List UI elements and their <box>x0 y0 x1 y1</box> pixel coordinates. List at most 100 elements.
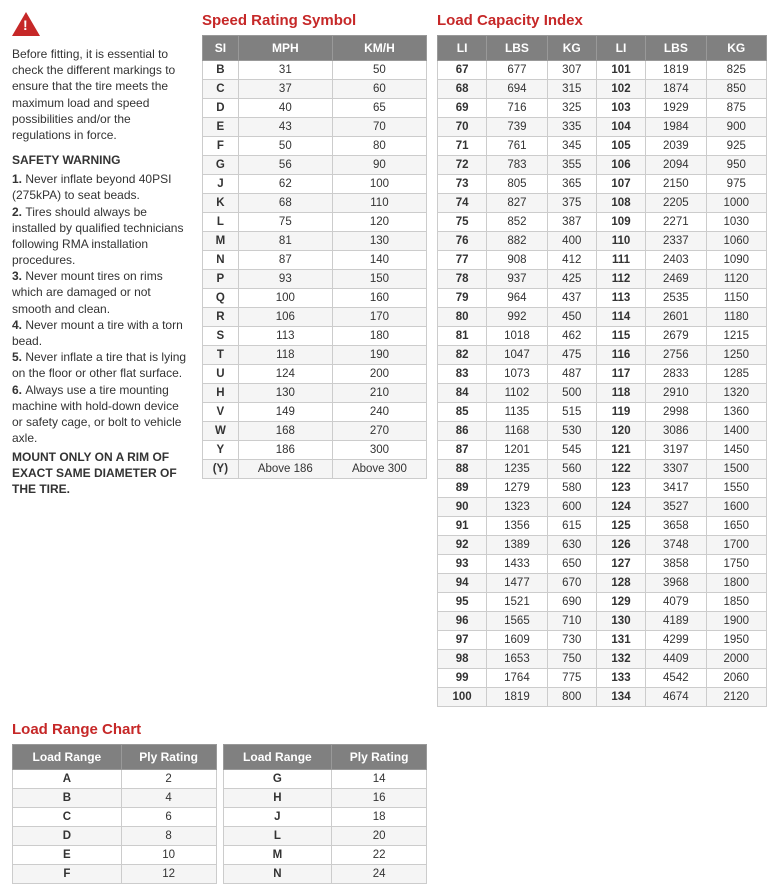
cell: H <box>203 384 239 403</box>
cell: 2205 <box>646 194 706 213</box>
cell: 89 <box>438 479 487 498</box>
cell: 1950 <box>706 631 766 650</box>
cell: 106 <box>238 308 332 327</box>
cell: 1030 <box>706 213 766 232</box>
cell: 1360 <box>706 403 766 422</box>
table-row: 83107348711728331285 <box>438 365 767 384</box>
cell: 94 <box>438 574 487 593</box>
cell: 425 <box>547 270 596 289</box>
cell: 875 <box>706 99 766 118</box>
cell: 130 <box>238 384 332 403</box>
table-row: 707393351041984900 <box>438 118 767 137</box>
cell: 74 <box>438 194 487 213</box>
cell: 14 <box>332 770 427 789</box>
cell: 775 <box>547 669 596 688</box>
cell: 124 <box>596 498 645 517</box>
cell: 335 <box>547 118 596 137</box>
cell: 1389 <box>487 536 547 555</box>
table-row: C6 <box>13 808 217 827</box>
table-row: 84110250011829101320 <box>438 384 767 403</box>
cell: 68 <box>238 194 332 213</box>
table-row: L20 <box>223 827 427 846</box>
cell: 107 <box>596 175 645 194</box>
cell: 81 <box>238 232 332 251</box>
table-row: 98165375013244092000 <box>438 650 767 669</box>
cell: 600 <box>547 498 596 517</box>
cell: 77 <box>438 251 487 270</box>
load-index-title: Load Capacity Index <box>437 12 767 29</box>
table-row: A2 <box>13 770 217 789</box>
cell: 90 <box>332 156 426 175</box>
cell: 850 <box>706 80 766 99</box>
cell: Q <box>203 289 239 308</box>
table-row: 686943151021874850 <box>438 80 767 99</box>
table-row: Y186300 <box>203 441 427 460</box>
cell: 4674 <box>646 688 706 707</box>
table-row: 96156571013041891900 <box>438 612 767 631</box>
table-row: 727833551062094950 <box>438 156 767 175</box>
cell: A <box>13 770 122 789</box>
intro-text: Before fitting, it is essential to check… <box>12 46 192 143</box>
cell: 2060 <box>706 669 766 688</box>
cell: 100 <box>438 688 487 707</box>
cell: 118 <box>596 384 645 403</box>
table-row: S113180 <box>203 327 427 346</box>
cell: 307 <box>547 61 596 80</box>
cell: 200 <box>332 365 426 384</box>
cell: 60 <box>332 80 426 99</box>
cell: F <box>203 137 239 156</box>
cell: 1060 <box>706 232 766 251</box>
table-row: 717613451052039925 <box>438 137 767 156</box>
safety-warning-title: SAFETY WARNING <box>12 153 192 167</box>
cell: 1600 <box>706 498 766 517</box>
cell: 129 <box>596 593 645 612</box>
cell: 1750 <box>706 555 766 574</box>
cell: 325 <box>547 99 596 118</box>
cell: 120 <box>332 213 426 232</box>
cell: 130 <box>596 612 645 631</box>
cell: 20 <box>332 827 427 846</box>
table-row: 697163251031929875 <box>438 99 767 118</box>
cell: 4299 <box>646 631 706 650</box>
cell: 90 <box>438 498 487 517</box>
cell: 1180 <box>706 308 766 327</box>
cell: 76 <box>438 232 487 251</box>
cell: 1090 <box>706 251 766 270</box>
cell: 1201 <box>487 441 547 460</box>
cell: 694 <box>487 80 547 99</box>
cell: 40 <box>238 99 332 118</box>
cell: 186 <box>238 441 332 460</box>
cell: 105 <box>596 137 645 156</box>
cell: 56 <box>238 156 332 175</box>
cell: 730 <box>547 631 596 650</box>
table-row: M81130 <box>203 232 427 251</box>
cell: 1609 <box>487 631 547 650</box>
table-row: 97160973013142991950 <box>438 631 767 650</box>
table-row: W168270 <box>203 422 427 441</box>
cell: 119 <box>596 403 645 422</box>
cell: S <box>203 327 239 346</box>
cell: 131 <box>596 631 645 650</box>
cell: 650 <box>547 555 596 574</box>
safety-item: 6. Always use a tire mounting machine wi… <box>12 382 192 447</box>
cell: 677 <box>487 61 547 80</box>
cell: L <box>203 213 239 232</box>
cell: 1500 <box>706 460 766 479</box>
cell: 908 <box>487 251 547 270</box>
cell: 1135 <box>487 403 547 422</box>
safety-item: 5. Never inflate a tire that is lying on… <box>12 349 192 381</box>
table-row: L75120 <box>203 213 427 232</box>
cell: 852 <box>487 213 547 232</box>
cell: 925 <box>706 137 766 156</box>
cell: 114 <box>596 308 645 327</box>
cell: 67 <box>438 61 487 80</box>
cell: 1521 <box>487 593 547 612</box>
table-row: 676773071011819825 <box>438 61 767 80</box>
cell: 43 <box>238 118 332 137</box>
cell: 4079 <box>646 593 706 612</box>
cell: 315 <box>547 80 596 99</box>
cell: 2150 <box>646 175 706 194</box>
cell: 112 <box>596 270 645 289</box>
cell: 387 <box>547 213 596 232</box>
cell: 118 <box>238 346 332 365</box>
